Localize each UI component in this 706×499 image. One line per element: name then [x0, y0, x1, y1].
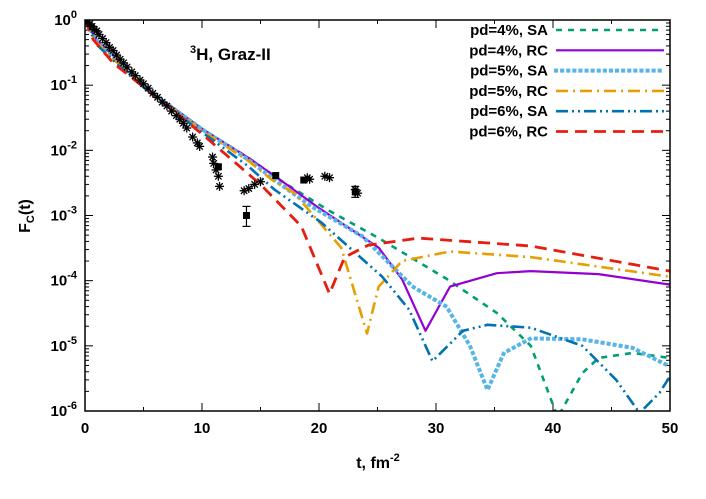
y-axis-label: FC(t) [17, 199, 37, 233]
series-line [85, 20, 670, 392]
series-line [85, 20, 670, 335]
legend-label: pd=4%, RC [469, 42, 548, 59]
x-tick-label: 20 [311, 420, 328, 437]
data-point-asterisk [195, 141, 205, 151]
data-point-asterisk [101, 38, 111, 48]
data-point-square [300, 176, 308, 184]
data-point-asterisk [130, 71, 140, 81]
data-point-asterisk [213, 171, 223, 181]
y-tick-label: 10-6 [51, 400, 77, 420]
x-tick-label: 50 [662, 420, 679, 437]
x-axis-label: t, fm-2 [356, 452, 400, 472]
legend-label: pd=4%, SA [470, 22, 548, 39]
y-tick-label: 10-5 [51, 335, 77, 355]
plot-frame [84, 19, 671, 412]
axis-ticks: 0 10 20 30 40 50 100 10-1 10-2 10-3 10-4 10-5 10-6 [51, 9, 679, 437]
x-tick-label: 0 [81, 420, 89, 437]
y-tick-label: 100 [54, 9, 77, 29]
data-point-square [351, 188, 359, 196]
legend-label: pd=5%, RC [469, 83, 548, 100]
data-point-asterisk [108, 46, 118, 56]
data-point-asterisk [92, 26, 102, 36]
x-tick-label: 10 [194, 420, 211, 437]
legend-label: pd=6%, SA [470, 103, 548, 120]
data-points [85, 20, 363, 228]
data-point-asterisk [325, 173, 335, 183]
series-line [85, 20, 670, 411]
data-point-asterisk [188, 132, 198, 142]
y-tick-label: 10-4 [51, 270, 78, 290]
data-point-square [272, 172, 280, 180]
series-line [85, 20, 670, 411]
series-line [85, 20, 670, 332]
data-point-square [242, 212, 250, 219]
y-tick-label: 10-1 [51, 74, 77, 94]
y-tick-label: 10-3 [51, 205, 77, 225]
data-point-asterisk [256, 177, 265, 187]
legend: pd=4%, SA pd=4%, RC pd=5%, SA pd=5%, RC pd=6… [469, 22, 666, 141]
y-tick-label: 10-2 [51, 139, 77, 159]
x-tick-label: 30 [428, 420, 445, 437]
data-point-asterisk [215, 181, 225, 191]
series-group [85, 20, 670, 411]
data-point-asterisk [244, 183, 254, 193]
x-tick-label: 40 [545, 420, 562, 437]
legend-label: pd=6%, RC [469, 124, 548, 141]
data-point-asterisk [208, 152, 218, 162]
data-point-asterisk [182, 123, 192, 133]
annotation: 3H, Graz-II [190, 44, 271, 64]
data-point-asterisk [178, 118, 188, 128]
legend-label: pd=5%, SA [470, 63, 548, 80]
data-point-square [214, 163, 222, 171]
